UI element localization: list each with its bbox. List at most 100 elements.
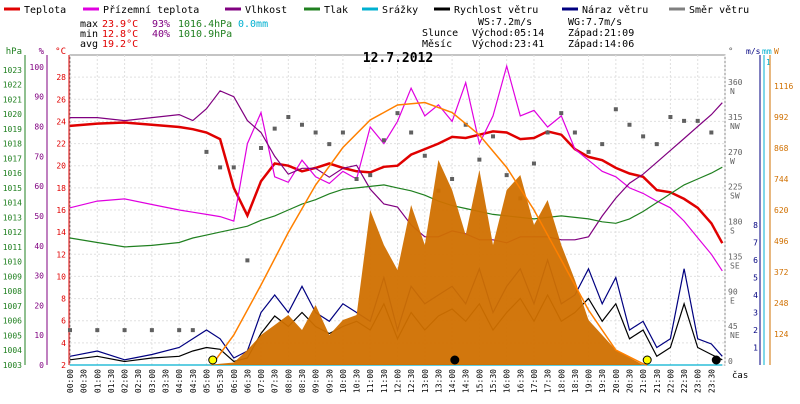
legend-label: Náraz větru (582, 4, 648, 16)
tick-label-temp: 24 (56, 117, 66, 126)
tick-label-pct: 80 (34, 123, 44, 132)
wind-direction-point (504, 173, 509, 178)
x-tick-label: 22:30 (680, 369, 689, 393)
tick-label-temp: 12 (56, 250, 66, 259)
tick-label-deg: 225 (728, 183, 743, 192)
wind-direction-point (299, 122, 304, 127)
tick-label-hpa: 1013 (3, 213, 22, 222)
x-tick-label: 11:30 (380, 369, 389, 393)
x-tick-label: 20:00 (612, 369, 621, 393)
x-tick-label: 06:00 (230, 369, 239, 393)
stat-sun_label: Slunce (422, 28, 458, 39)
series-line-1 (69, 63, 723, 272)
tick-label-pct: 50 (34, 212, 44, 221)
tick-label-temp: 6 (61, 317, 66, 326)
tick-label-temp: 28 (56, 73, 66, 82)
x-tick-label: 13:00 (421, 369, 430, 393)
wind-direction-point (190, 328, 195, 333)
x-tick-label: 11:00 (366, 369, 375, 393)
x-tick-label: 10:30 (353, 369, 362, 393)
tick-label-pct: 30 (34, 272, 44, 281)
tick-label-w: 248 (774, 299, 789, 308)
x-tick-label: 19:30 (598, 369, 607, 393)
tick-label-ms: 3 (753, 309, 758, 318)
axis-title-w: W (774, 47, 779, 56)
legend-label: Tlak (324, 5, 348, 16)
tick-label-temp: 26 (56, 95, 66, 104)
stat-max_label: max (80, 19, 98, 30)
stat-moon_set: Západ:14:06 (568, 38, 634, 50)
tick-label-temp: 22 (56, 140, 66, 149)
tick-label-hpa: 1020 (3, 110, 22, 119)
stat-min_press: 1010.9hPa (178, 29, 232, 40)
tick-label-deg: 135 (728, 252, 743, 261)
tick-label-pct: 10 (34, 331, 44, 340)
wind-direction-point (368, 173, 373, 178)
moonset-marker (450, 355, 460, 365)
wind-direction-point (68, 328, 72, 333)
wind-direction-point (695, 118, 700, 123)
tick-label-temp: 10 (56, 272, 66, 281)
tick-label-temp: 2 (61, 361, 66, 370)
x-tick-label: 19:00 (585, 369, 594, 393)
wind-direction-point (572, 130, 577, 135)
tick-label-deg: 315 (728, 113, 743, 122)
tick-label-deg: 270 (728, 148, 743, 157)
legend-label: Přízemní teplota (103, 4, 199, 16)
x-tick-label: 06:30 (243, 369, 252, 393)
wind-direction-point (149, 328, 154, 333)
stat-moon_label: Měsíc (422, 38, 452, 50)
stat-precip: 0.0mm (238, 19, 268, 30)
wind-direction-point (177, 328, 182, 333)
wind-direction-point (272, 126, 277, 131)
tick-label-hpa: 1011 (3, 243, 22, 252)
x-tick-label: 08:30 (298, 369, 307, 393)
series-line-3 (69, 166, 723, 248)
tick-label-hpa: 1010 (3, 258, 22, 267)
wind-direction-point (122, 328, 127, 333)
x-tick-label: 08:00 (284, 369, 293, 393)
tick-label-ms: 8 (753, 221, 758, 230)
wind-direction-point (422, 153, 427, 158)
x-tick-label: 18:30 (571, 369, 580, 393)
x-tick-label: 14:00 (448, 369, 457, 393)
x-tick-label: 12:00 (394, 369, 403, 393)
tick-label-hpa: 1021 (3, 95, 22, 104)
wind-direction-point (381, 138, 386, 143)
wind-direction-point (354, 177, 359, 181)
legend-label: Rychlost větru (454, 4, 538, 16)
tick-label-mm: 1 (766, 58, 771, 67)
wind-direction-point (586, 149, 591, 154)
stat-moon_rise: Východ:23:41 (472, 38, 544, 50)
tick-label-temp: 14 (56, 228, 66, 237)
x-tick-label: 05:30 (216, 369, 225, 393)
wind-direction-point (286, 115, 291, 119)
wind-direction-point (327, 142, 332, 147)
axis-title-hpa: hPa (6, 47, 22, 57)
x-tick-label: 12:30 (407, 369, 416, 393)
tick-label-pct: 20 (34, 301, 44, 310)
wind-direction-point (531, 161, 536, 166)
x-tick-label: 01:30 (107, 369, 116, 393)
tick-dir-deg: NW (730, 122, 740, 131)
wind-direction-point (477, 157, 482, 162)
x-tick-label: 02:30 (134, 369, 143, 393)
x-tick-label: 17:00 (530, 369, 539, 393)
tick-label-pct: 0 (39, 361, 44, 370)
tick-label-hpa: 1017 (3, 154, 22, 163)
x-tick-label: 07:00 (257, 369, 266, 393)
tick-dir-deg: NE (730, 331, 740, 340)
x-tick-label: 10:00 (339, 369, 348, 393)
tick-label-pct: 60 (34, 182, 44, 191)
tick-label-pct: 100 (30, 63, 45, 72)
tick-label-temp: 16 (56, 206, 66, 215)
x-tick-label: 18:00 (557, 369, 566, 393)
x-tick-label: 09:30 (325, 369, 334, 393)
stat-max_hum: 93% (152, 19, 170, 30)
tick-label-hpa: 1012 (3, 228, 22, 237)
tick-dir-deg: S (730, 227, 735, 236)
tick-label-hpa: 1009 (3, 272, 22, 281)
tick-label-w: 496 (774, 237, 789, 246)
stat-min_temp: 12.8°C (102, 29, 138, 40)
